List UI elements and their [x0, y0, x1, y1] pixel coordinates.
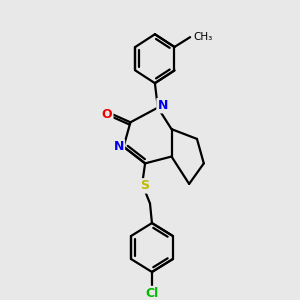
Text: N: N — [158, 99, 168, 112]
Text: O: O — [102, 108, 112, 121]
Text: Cl: Cl — [145, 287, 159, 300]
Text: CH₃: CH₃ — [193, 32, 212, 42]
Text: S: S — [140, 179, 148, 192]
Text: N: N — [113, 140, 124, 153]
